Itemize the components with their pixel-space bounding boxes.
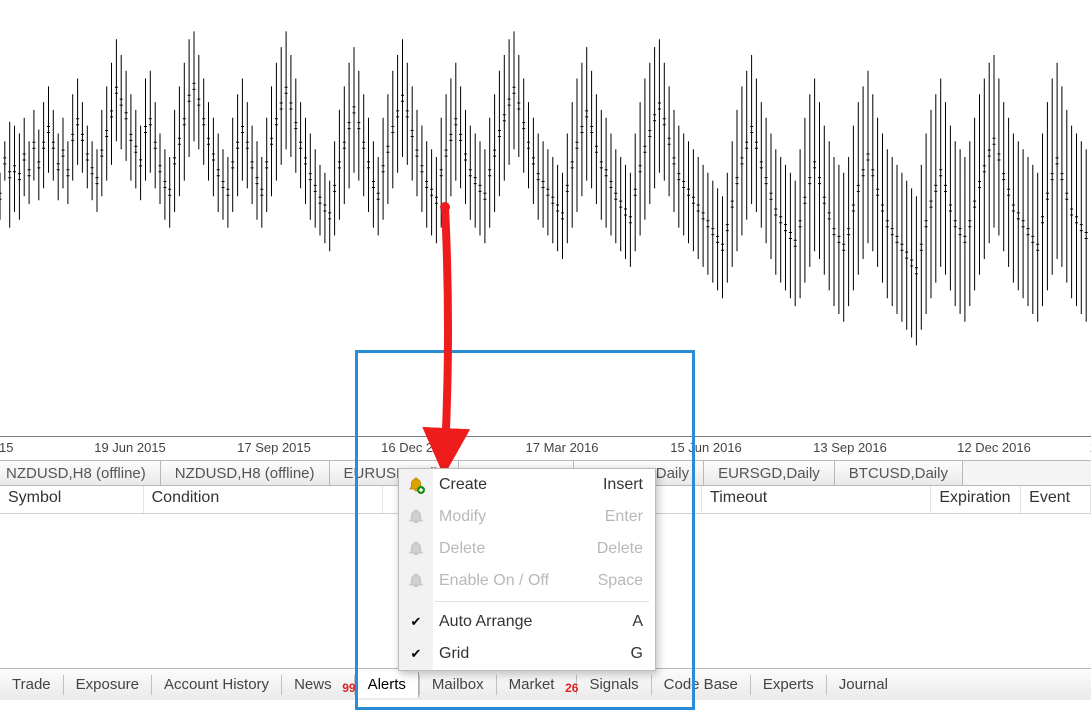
menu-item-label: Modify xyxy=(433,508,605,526)
time-axis: Mar 2015 19 Jun 2015 17 Sep 2015 16 Dec 201… xyxy=(0,436,1091,460)
price-chart[interactable] xyxy=(0,0,1091,436)
alerts-column-header[interactable]: Timeout xyxy=(702,486,931,513)
bell-plus-icon xyxy=(399,469,433,501)
terminal-tab-experts[interactable]: Experts xyxy=(751,672,826,697)
menu-item-modify: ModifyEnter xyxy=(399,501,655,533)
terminal-tab-journal[interactable]: Journal xyxy=(827,672,900,697)
time-tick: 17 Sep 2015 xyxy=(237,440,311,455)
menu-item-grid[interactable]: ✔GridG xyxy=(399,638,655,670)
time-tick: Mar 2015 xyxy=(0,440,13,455)
terminal-tab-alerts[interactable]: Alerts xyxy=(355,672,419,698)
time-tick: 12 Dec 2016 xyxy=(957,440,1031,455)
alerts-column-header[interactable]: Symbol xyxy=(0,486,144,513)
alerts-column-header[interactable]: Expiration xyxy=(931,486,1021,513)
terminal-tab-news[interactable]: News99 xyxy=(282,672,354,697)
menu-item-label: Grid xyxy=(433,645,631,663)
menu-item-label: Create xyxy=(433,476,603,494)
symbol-tab[interactable]: NZDUSD,H8 (offline) xyxy=(161,461,330,485)
tab-badge: 26 xyxy=(565,681,578,695)
terminal-bottom-tabs: TradeExposureAccount HistoryNews99Alerts… xyxy=(0,668,1091,700)
menu-item-label: Delete xyxy=(433,540,597,558)
menu-item-enable-on-off: Enable On / OffSpace xyxy=(399,565,655,597)
symbol-tab[interactable]: EURSGD,Daily xyxy=(704,461,835,485)
app-root: Mar 2015 19 Jun 2015 17 Sep 2015 16 Dec 201… xyxy=(0,0,1091,712)
bell-icon xyxy=(399,565,433,597)
symbol-tab[interactable]: NZDUSD,H8 (offline) xyxy=(0,461,161,485)
time-tick: 15 Jun 2016 xyxy=(670,440,742,455)
terminal-tab-market[interactable]: Market26 xyxy=(497,672,577,697)
menu-item-auto-arrange[interactable]: ✔Auto ArrangeA xyxy=(399,606,655,638)
check-icon: ✔ xyxy=(399,638,433,670)
menu-item-delete: DeleteDelete xyxy=(399,533,655,565)
terminal-tab-account-history[interactable]: Account History xyxy=(152,672,281,697)
terminal-tab-trade[interactable]: Trade xyxy=(0,672,63,697)
menu-item-shortcut: Insert xyxy=(603,476,655,494)
time-tick: 19 Jun 2015 xyxy=(94,440,166,455)
menu-item-shortcut: A xyxy=(632,613,655,631)
terminal-tab-mailbox[interactable]: Mailbox xyxy=(420,672,496,697)
menu-item-shortcut: Delete xyxy=(597,540,655,558)
alerts-context-menu: CreateInsertModifyEnterDeleteDeleteEnabl… xyxy=(398,468,656,671)
menu-item-create[interactable]: CreateInsert xyxy=(399,469,655,501)
bell-icon xyxy=(399,501,433,533)
check-icon: ✔ xyxy=(399,606,433,638)
menu-item-label: Enable On / Off xyxy=(433,572,598,590)
tab-badge: 99 xyxy=(342,681,355,695)
menu-separator xyxy=(435,601,649,602)
menu-item-shortcut: Enter xyxy=(605,508,655,526)
menu-item-label: Auto Arrange xyxy=(433,613,632,631)
terminal-tab-code-base[interactable]: Code Base xyxy=(652,672,750,697)
alerts-column-header[interactable]: Event xyxy=(1021,486,1091,513)
time-tick: 17 Mar 2016 xyxy=(526,440,599,455)
symbol-tab[interactable]: BTCUSD,Daily xyxy=(835,461,963,485)
chart-canvas xyxy=(0,0,1091,436)
time-tick: 16 Dec 2015 xyxy=(381,440,455,455)
terminal-tab-exposure[interactable]: Exposure xyxy=(64,672,151,697)
menu-item-shortcut: Space xyxy=(598,572,655,590)
alerts-column-header[interactable]: Condition xyxy=(144,486,383,513)
time-tick: 13 Sep 2016 xyxy=(813,440,887,455)
menu-item-shortcut: G xyxy=(631,645,655,663)
terminal-tab-signals[interactable]: Signals xyxy=(577,672,650,697)
bell-icon xyxy=(399,533,433,565)
